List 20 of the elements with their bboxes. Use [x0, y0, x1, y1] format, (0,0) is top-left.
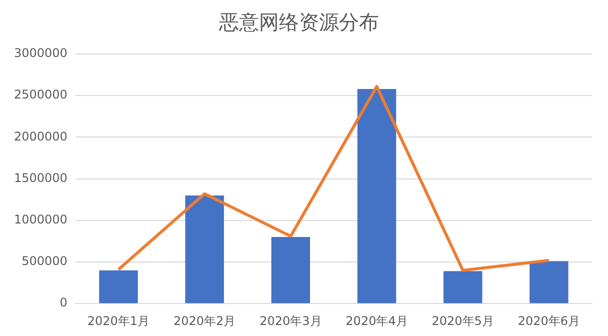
x-tick-label: 2020年4月 — [346, 314, 408, 328]
x-tick-label: 2020年1月 — [87, 314, 150, 328]
chart-title: 恶意网络资源分布 — [218, 10, 379, 34]
y-tick-label: 500000 — [22, 254, 68, 268]
y-tick-label: 2500000 — [14, 88, 68, 102]
x-tick-label: 2020年5月 — [432, 314, 494, 328]
y-tick-label: 0 — [60, 296, 68, 310]
bar — [271, 237, 310, 304]
y-tick-label: 3000000 — [14, 46, 68, 60]
bar — [99, 270, 138, 304]
bar — [530, 261, 568, 304]
y-tick-label: 1500000 — [14, 170, 68, 185]
y-tick-label: 1000000 — [14, 212, 68, 227]
bar — [357, 88, 396, 304]
bar — [185, 195, 224, 304]
x-tick-label: 2020年2月 — [173, 314, 236, 328]
x-tick-label: 2020年3月 — [260, 314, 322, 328]
bar — [443, 271, 482, 304]
y-tick-label: 2000000 — [14, 129, 68, 144]
x-tick-label: 2020年6月 — [518, 314, 580, 328]
